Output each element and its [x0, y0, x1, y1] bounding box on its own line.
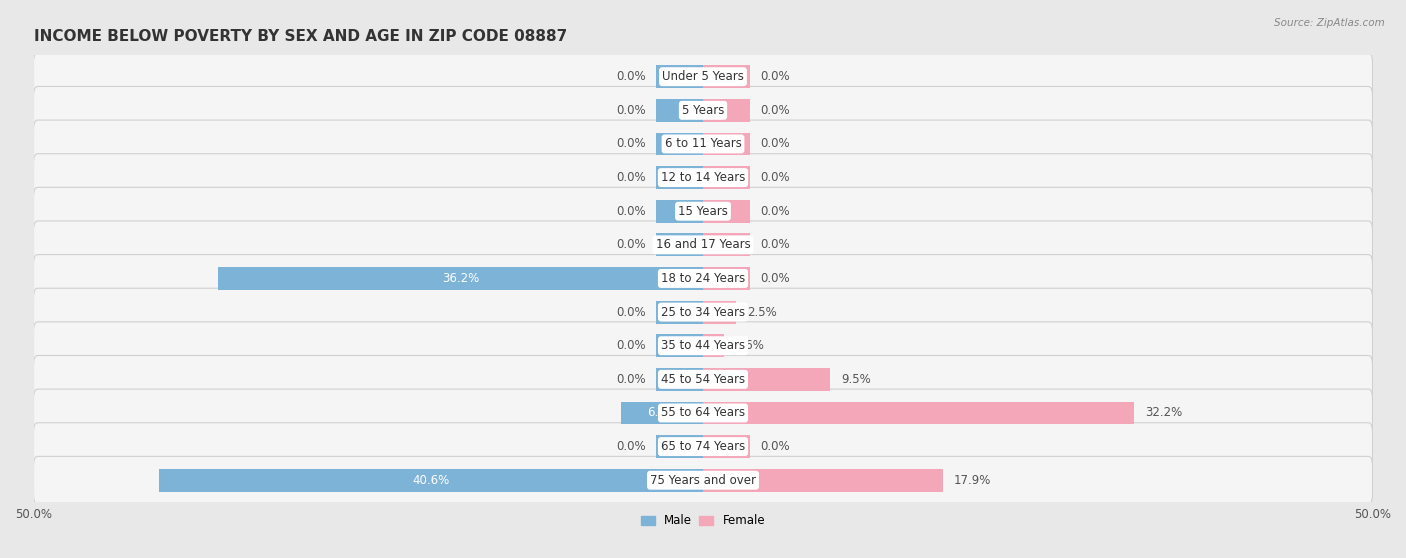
- Bar: [657, 435, 703, 458]
- Bar: [703, 132, 749, 155]
- Text: 0.0%: 0.0%: [761, 104, 790, 117]
- Text: 12 to 14 Years: 12 to 14 Years: [661, 171, 745, 184]
- Text: 35 to 44 Years: 35 to 44 Years: [661, 339, 745, 352]
- Bar: [703, 334, 724, 357]
- Bar: [657, 233, 703, 256]
- Text: 75 Years and over: 75 Years and over: [650, 474, 756, 487]
- FancyBboxPatch shape: [34, 86, 1372, 134]
- Text: 32.2%: 32.2%: [1144, 406, 1182, 420]
- Text: 9.5%: 9.5%: [841, 373, 870, 386]
- FancyBboxPatch shape: [34, 153, 1372, 201]
- Text: 0.0%: 0.0%: [761, 205, 790, 218]
- Text: 5 Years: 5 Years: [682, 104, 724, 117]
- Text: 0.0%: 0.0%: [616, 137, 645, 151]
- Bar: [703, 301, 737, 324]
- Text: 18 to 24 Years: 18 to 24 Years: [661, 272, 745, 285]
- FancyBboxPatch shape: [34, 322, 1372, 369]
- Bar: [657, 200, 703, 223]
- Bar: [703, 166, 749, 189]
- FancyBboxPatch shape: [34, 423, 1372, 470]
- FancyBboxPatch shape: [34, 221, 1372, 269]
- Bar: [657, 166, 703, 189]
- Text: 0.0%: 0.0%: [616, 70, 645, 83]
- Bar: [703, 435, 749, 458]
- FancyBboxPatch shape: [34, 53, 1372, 100]
- Bar: [657, 368, 703, 391]
- Text: 15 Years: 15 Years: [678, 205, 728, 218]
- Bar: [159, 469, 703, 492]
- Text: 45 to 54 Years: 45 to 54 Years: [661, 373, 745, 386]
- Text: Under 5 Years: Under 5 Years: [662, 70, 744, 83]
- Text: 0.0%: 0.0%: [616, 440, 645, 453]
- Bar: [218, 267, 703, 290]
- Bar: [657, 99, 703, 122]
- Text: 0.0%: 0.0%: [616, 104, 645, 117]
- Text: 0.0%: 0.0%: [761, 171, 790, 184]
- Text: 0.0%: 0.0%: [616, 373, 645, 386]
- Text: 16 and 17 Years: 16 and 17 Years: [655, 238, 751, 251]
- Text: 0.0%: 0.0%: [761, 440, 790, 453]
- Text: 0.0%: 0.0%: [616, 238, 645, 251]
- Bar: [703, 99, 749, 122]
- FancyBboxPatch shape: [34, 187, 1372, 235]
- Bar: [703, 200, 749, 223]
- Text: 40.6%: 40.6%: [412, 474, 450, 487]
- Bar: [657, 132, 703, 155]
- Text: 0.0%: 0.0%: [616, 306, 645, 319]
- Bar: [657, 301, 703, 324]
- Text: 0.0%: 0.0%: [616, 339, 645, 352]
- Text: 36.2%: 36.2%: [441, 272, 479, 285]
- Bar: [703, 368, 830, 391]
- FancyBboxPatch shape: [34, 120, 1372, 168]
- Bar: [621, 402, 703, 425]
- Text: 55 to 64 Years: 55 to 64 Years: [661, 406, 745, 420]
- Text: 1.6%: 1.6%: [735, 339, 765, 352]
- Text: 0.0%: 0.0%: [761, 137, 790, 151]
- Text: 17.9%: 17.9%: [953, 474, 991, 487]
- FancyBboxPatch shape: [34, 389, 1372, 437]
- Text: 0.0%: 0.0%: [616, 171, 645, 184]
- FancyBboxPatch shape: [34, 288, 1372, 336]
- Text: 0.0%: 0.0%: [761, 238, 790, 251]
- FancyBboxPatch shape: [34, 456, 1372, 504]
- Text: Source: ZipAtlas.com: Source: ZipAtlas.com: [1274, 18, 1385, 28]
- Bar: [703, 267, 749, 290]
- Text: 0.0%: 0.0%: [616, 205, 645, 218]
- Text: 6.1%: 6.1%: [647, 406, 678, 420]
- Text: 65 to 74 Years: 65 to 74 Years: [661, 440, 745, 453]
- Text: 2.5%: 2.5%: [747, 306, 778, 319]
- Text: 0.0%: 0.0%: [761, 272, 790, 285]
- Text: 0.0%: 0.0%: [761, 70, 790, 83]
- Legend: Male, Female: Male, Female: [641, 514, 765, 527]
- Text: 6 to 11 Years: 6 to 11 Years: [665, 137, 741, 151]
- Bar: [703, 65, 749, 88]
- FancyBboxPatch shape: [34, 254, 1372, 302]
- Bar: [657, 65, 703, 88]
- FancyBboxPatch shape: [34, 355, 1372, 403]
- Bar: [703, 402, 1135, 425]
- Text: 25 to 34 Years: 25 to 34 Years: [661, 306, 745, 319]
- Text: INCOME BELOW POVERTY BY SEX AND AGE IN ZIP CODE 08887: INCOME BELOW POVERTY BY SEX AND AGE IN Z…: [34, 29, 567, 44]
- Bar: [703, 233, 749, 256]
- Bar: [703, 469, 942, 492]
- Bar: [657, 334, 703, 357]
